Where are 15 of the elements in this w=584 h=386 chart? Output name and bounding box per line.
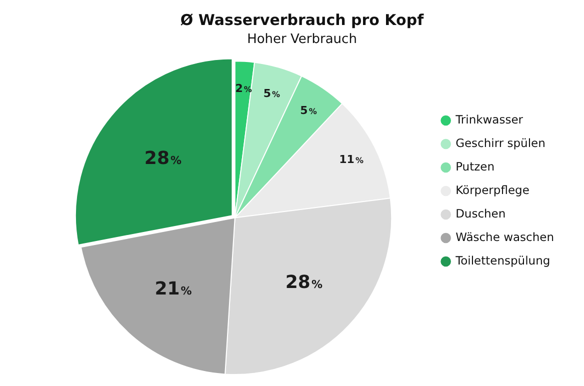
data-label: 28%	[144, 148, 182, 169]
legend-label: Wäsche waschen	[456, 230, 554, 244]
data-label: 28%	[285, 272, 322, 294]
chart-subtitle: Hoher Verbrauch	[247, 32, 357, 48]
chart-title: Ø Wasserverbrauch pro Kopf	[180, 10, 424, 29]
legend-label: Körperpflege	[456, 182, 530, 197]
data-label: 11%	[339, 152, 364, 166]
data-label: 5%	[263, 86, 280, 100]
legend-label: Geschirr spülen	[456, 136, 546, 150]
legend-label: Trinkwasser	[454, 112, 524, 126]
legend-label: Duschen	[456, 206, 506, 220]
data-label: 21%	[154, 278, 192, 300]
data-label: 5%	[300, 104, 317, 118]
legend-label: Toilettenspülung	[454, 253, 550, 268]
legend-label: Putzen	[456, 159, 494, 174]
